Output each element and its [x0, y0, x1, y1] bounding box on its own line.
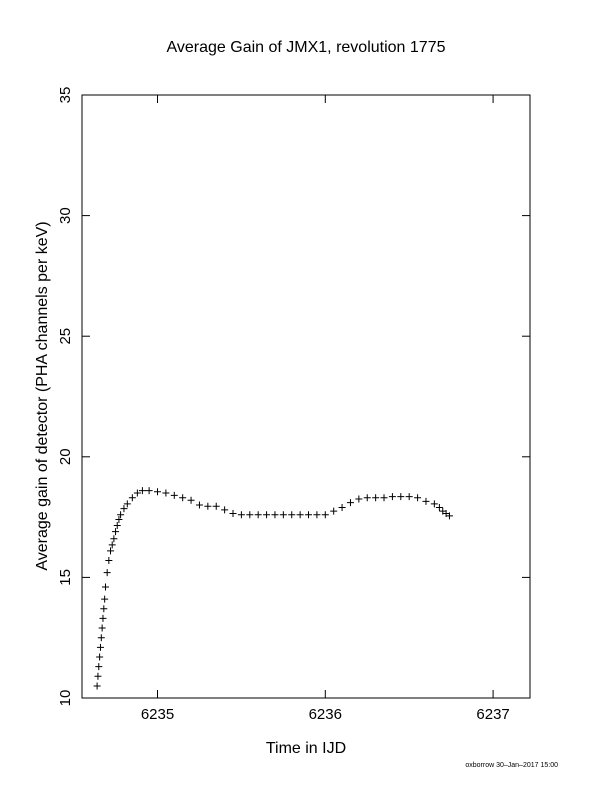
y-tick-label: 15: [57, 569, 74, 586]
data-point: [380, 494, 388, 502]
x-tick-label: 6236: [309, 706, 342, 723]
data-point: [107, 547, 115, 555]
data-point: [100, 605, 108, 613]
y-tick-label: 35: [57, 87, 74, 104]
data-point: [110, 535, 118, 543]
x-axis-ticks: 6235 6236 6237: [141, 95, 510, 723]
data-point: [422, 497, 430, 505]
data-point: [145, 487, 153, 495]
data-point: [330, 507, 338, 515]
data-point: [95, 663, 103, 671]
data-point: [113, 522, 121, 530]
data-point: [138, 487, 146, 495]
data-point: [321, 511, 329, 519]
y-tick-label: 25: [57, 328, 74, 345]
data-point: [254, 511, 262, 519]
data-point: [195, 501, 203, 509]
data-point: [296, 511, 304, 519]
data-point: [117, 511, 125, 519]
data-point: [305, 511, 313, 519]
data-point: [204, 502, 212, 510]
data-point: [414, 494, 422, 502]
data-point: [355, 495, 363, 503]
data-point: [187, 496, 195, 504]
data-point: [128, 494, 136, 502]
data-point: [212, 502, 220, 510]
data-point: [338, 503, 346, 511]
data-point: [123, 500, 131, 508]
x-tick-label: 6237: [476, 706, 509, 723]
data-point: [237, 511, 245, 519]
data-point: [108, 541, 116, 549]
data-point: [435, 503, 443, 511]
data-point: [97, 634, 105, 642]
x-tick-label: 6235: [141, 706, 174, 723]
data-point: [430, 500, 438, 508]
data-point: [99, 614, 107, 622]
data-point: [445, 512, 453, 520]
data-point: [101, 583, 109, 591]
y-tick-label: 30: [57, 207, 74, 224]
y-axis-ticks: 10 15 20 25 30 35: [57, 87, 530, 707]
data-point: [98, 624, 106, 632]
data-point: [154, 488, 162, 496]
data-point: [397, 493, 405, 501]
data-point: [271, 511, 279, 519]
data-point: [372, 494, 380, 502]
data-point: [246, 511, 254, 519]
data-point: [363, 494, 371, 502]
data-point: [105, 557, 113, 565]
data-point: [112, 528, 120, 536]
data-point: [162, 489, 170, 497]
data-point: [170, 491, 178, 499]
data-point: [405, 493, 413, 501]
y-axis-title: Average gain of detector (PHA channels p…: [34, 221, 51, 570]
data-point: [103, 569, 111, 577]
data-point: [96, 643, 104, 651]
data-point: [96, 653, 104, 661]
data-point: [120, 505, 128, 513]
data-point: [101, 595, 109, 603]
y-tick-label: 10: [57, 690, 74, 707]
data-point: [179, 494, 187, 502]
data-points: [93, 487, 453, 690]
y-tick-label: 20: [57, 448, 74, 465]
data-point: [93, 682, 101, 690]
data-point: [115, 516, 123, 524]
plot-frame: [81, 94, 531, 699]
footer-credit: oxborrow 30–Jan–2017 15:00: [465, 762, 558, 769]
data-point: [288, 511, 296, 519]
data-point: [94, 672, 102, 680]
data-point: [388, 493, 396, 501]
data-point: [279, 511, 287, 519]
data-point: [263, 511, 271, 519]
chart-title: Average Gain of JMX1, revolution 1775: [167, 39, 446, 56]
x-axis-title: Time in IJD: [266, 740, 346, 757]
data-point: [221, 506, 229, 514]
data-point: [313, 511, 321, 519]
data-point: [346, 499, 354, 507]
data-point: [133, 489, 141, 497]
data-point: [229, 509, 237, 517]
